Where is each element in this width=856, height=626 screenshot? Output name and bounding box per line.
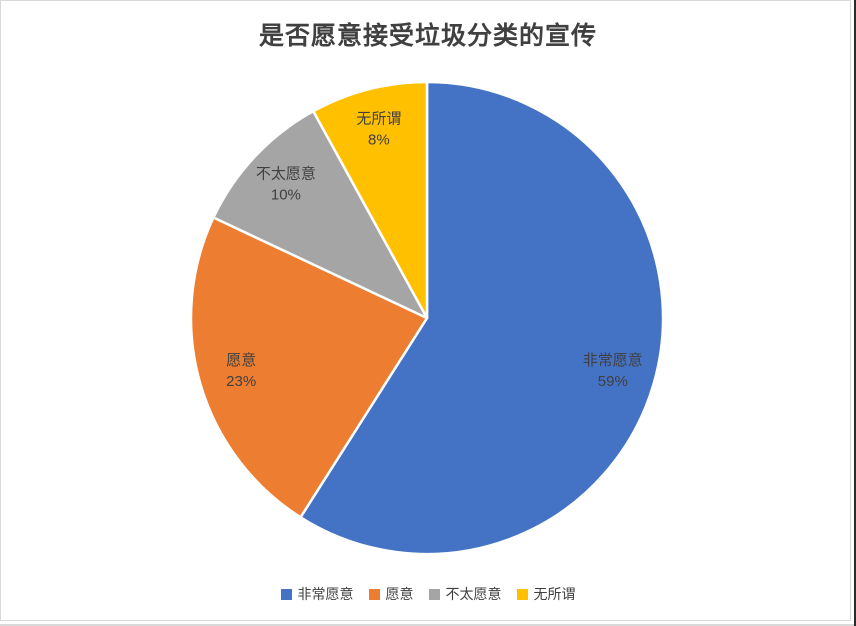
right-edge-line [854,0,856,626]
legend-item-1[interactable]: 愿意 [368,584,414,604]
legend-label: 无所谓 [533,586,576,602]
legend-label: 愿意 [385,586,414,602]
legend-swatch-icon [516,588,528,600]
legend-label: 非常愿意 [297,586,354,602]
legend-swatch-icon [428,588,440,600]
pie-slice-2[interactable] [212,109,429,320]
slice-label-2: 不太愿意 10% [256,165,316,204]
slice-label-3: 无所谓 8% [356,111,401,149]
slice-label-1: 愿意 23% [226,351,256,390]
chart-title: 是否愿意接受垃圾分类的宣传 [258,22,597,50]
slice-label-0: 非常愿意 59% [583,351,643,390]
legend-label: 不太愿意 [445,586,502,602]
legend-item-2[interactable]: 不太愿意 [428,584,502,604]
legend: 非常愿意 愿意 不太愿意 无所谓 [0,584,856,604]
pie-slice-0[interactable] [299,80,665,556]
legend-item-0[interactable]: 非常愿意 [280,584,354,604]
pie-slice-3[interactable] [312,80,429,320]
pie-slice-1[interactable] [189,216,429,519]
legend-item-3[interactable]: 无所谓 [516,584,576,604]
bottom-edge-line [0,624,856,626]
legend-swatch-icon [280,588,292,600]
legend-swatch-icon [368,588,380,600]
